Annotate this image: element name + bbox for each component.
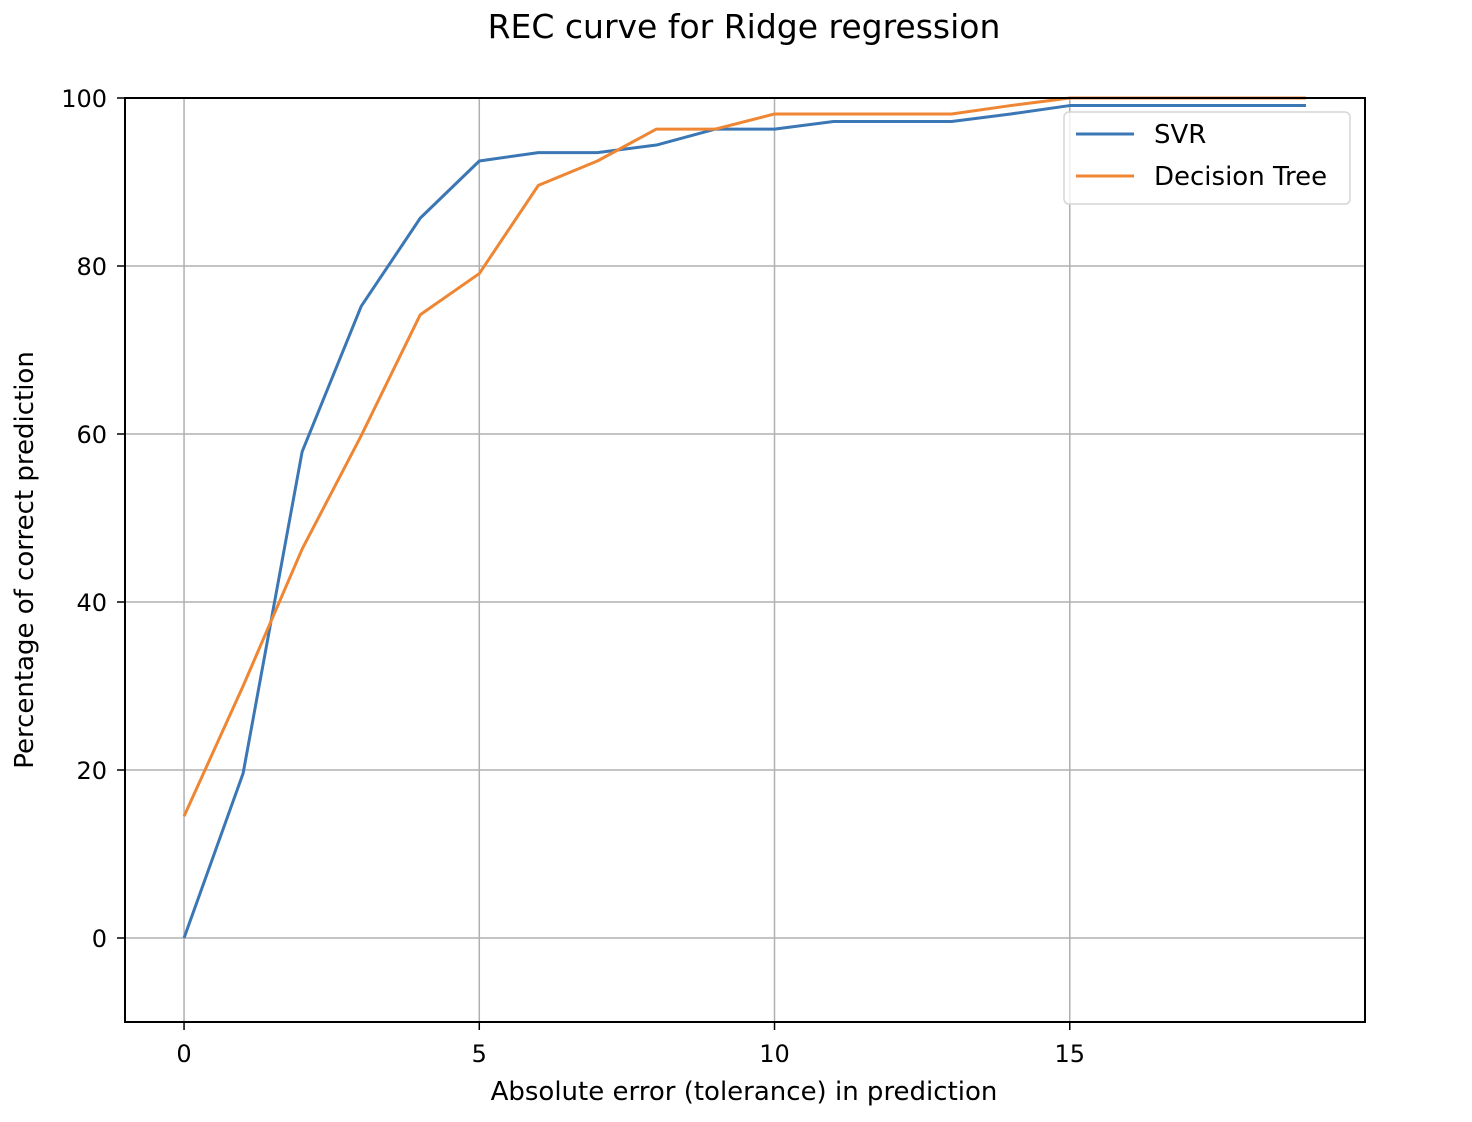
- y-tick-label: 0: [92, 925, 107, 953]
- x-tick-label: 5: [472, 1040, 487, 1068]
- y-tick-label: 80: [76, 253, 107, 281]
- series-line-svr: [182, 104, 1306, 939]
- x-axis-label: Absolute error (tolerance) in prediction: [491, 1077, 998, 1107]
- legend: SVR Decision Tree: [1063, 111, 1351, 205]
- series-lines: [182, 96, 1306, 939]
- y-axis-label: Percentage of correct prediction: [10, 351, 40, 769]
- chart-title: REC curve for Ridge regression: [488, 7, 1001, 46]
- legend-label-decision-tree: Decision Tree: [1154, 162, 1327, 192]
- plot-frame: [124, 97, 1366, 1023]
- y-tick-label: 100: [61, 85, 107, 113]
- x-tick-label: 10: [759, 1040, 790, 1068]
- y-tick-label: 40: [76, 589, 107, 617]
- x-tick-label: 15: [1054, 1040, 1085, 1068]
- y-tick-label: 20: [76, 757, 107, 785]
- grid: [125, 97, 1365, 1022]
- y-tick-label: 60: [76, 421, 107, 449]
- x-tick-label: 0: [176, 1040, 191, 1068]
- axis-ticks: 0 5 10 15 0 20 40 60 80 100: [61, 85, 1085, 1068]
- series-line-decision-tree: [182, 96, 1306, 817]
- legend-box: [1063, 111, 1351, 205]
- legend-label-svr: SVR: [1154, 120, 1206, 150]
